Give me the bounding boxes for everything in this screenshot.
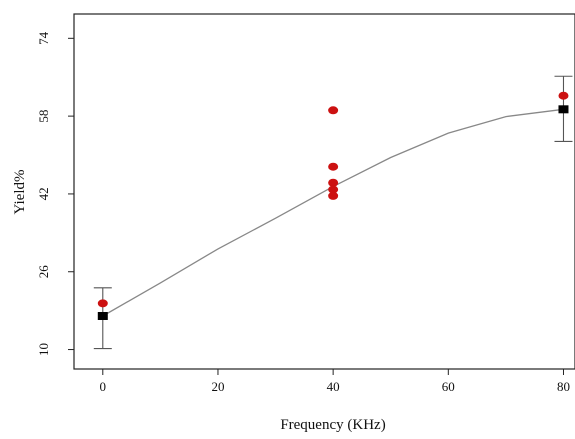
x-tick-label: 60 xyxy=(442,379,455,394)
x-tick-label: 40 xyxy=(327,379,340,394)
y-tick-label: 10 xyxy=(36,343,51,356)
x-tick-label: 20 xyxy=(211,379,224,394)
x-tick-label: 80 xyxy=(557,379,570,394)
y-tick-label: 26 xyxy=(36,265,51,279)
x-axis-ticks: 0 20 40 60 80 xyxy=(100,369,570,394)
x-axis-label: Frequency (KHz) xyxy=(280,417,385,433)
y-tick-label: 74 xyxy=(36,31,51,45)
x-tick-label: 0 xyxy=(100,379,107,394)
y-tick-label: 42 xyxy=(36,187,51,200)
observed-point xyxy=(328,106,339,115)
y-axis-label: Yield% xyxy=(12,170,28,215)
y-tick-label: 58 xyxy=(36,110,51,123)
observed-point xyxy=(328,162,339,171)
observed-point xyxy=(558,91,569,100)
mean-point xyxy=(558,105,569,114)
y-axis-ticks: 10 26 42 58 74 xyxy=(36,31,74,356)
points-layer xyxy=(97,91,569,320)
observed-point xyxy=(328,178,339,187)
observed-point xyxy=(97,299,108,308)
observed-point xyxy=(328,191,339,200)
mean-point xyxy=(97,311,108,320)
observed-point xyxy=(328,185,339,194)
